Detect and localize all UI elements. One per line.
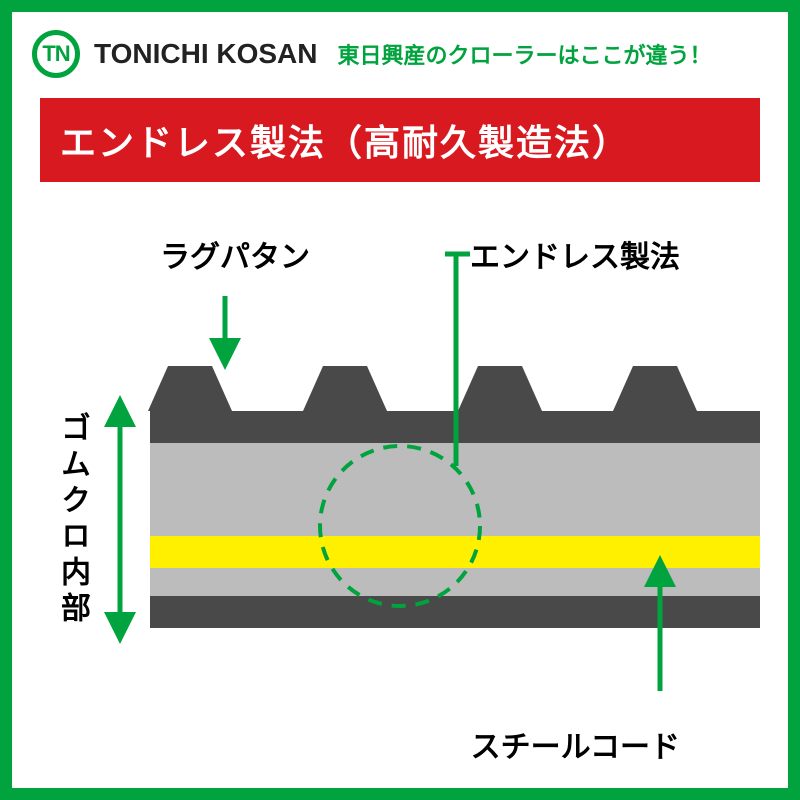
cross-section-svg [40, 232, 760, 760]
diagram-area: ラグパタン エンドレス製法 ゴムクロ内部 スチールコード [40, 232, 760, 760]
tagline: 東日興産のクローラーはここが違う！ [338, 38, 712, 70]
header: TN TONICHI KOSAN 東日興産のクローラーはここが違う！ [12, 12, 788, 88]
brand-name: TONICHI KOSAN [94, 38, 318, 70]
title-banner: エンドレス製法（高耐久製造法） [40, 98, 760, 182]
logo-letters: TN [42, 41, 69, 67]
logo-circle: TN [32, 30, 80, 78]
infographic-frame: TN TONICHI KOSAN 東日興産のクローラーはここが違う！ エンドレス… [0, 0, 800, 800]
